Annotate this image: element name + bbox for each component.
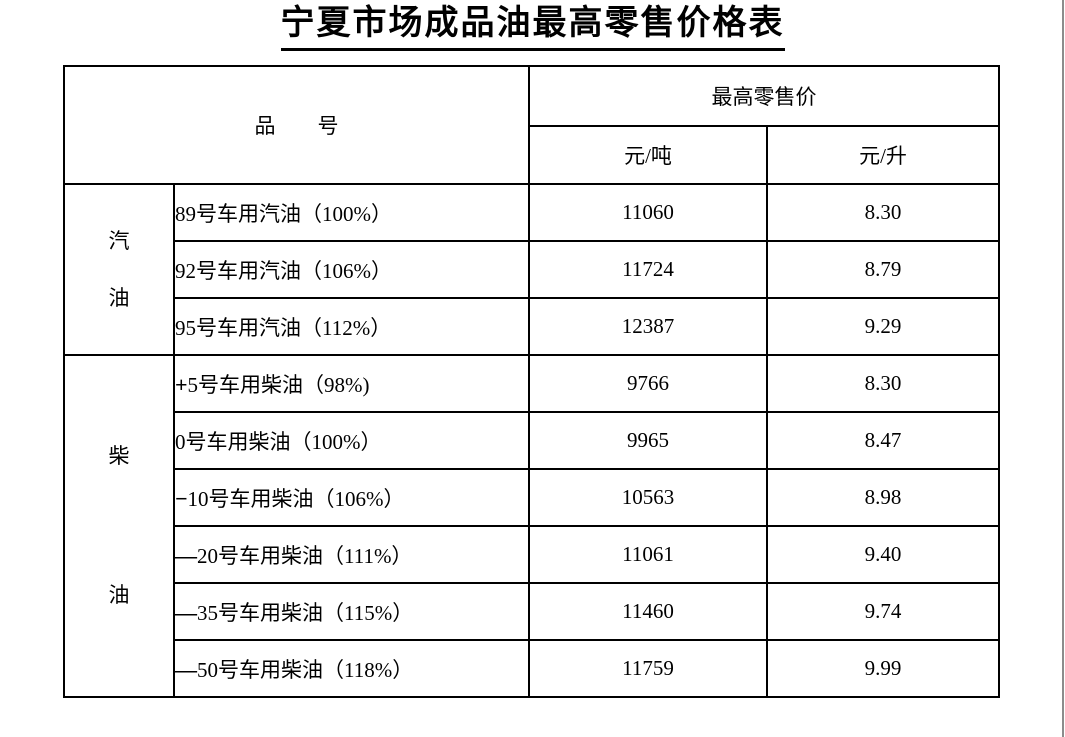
table-row: 汽 油 89号车用汽油（100%） 11060 8.30 [63, 183, 1000, 356]
product-cell: +5号车用柴油（98%) [173, 354, 530, 413]
price-per-liter-cell: 8.79 [766, 240, 1000, 299]
product-cell: —50号车用柴油（118%） [173, 639, 530, 698]
product-prefix: + [175, 371, 188, 397]
table-row: −10号车用柴油（106%） 10563 8.98 [64, 468, 1000, 527]
product-cell: —35号车用柴油（115%） [173, 582, 530, 641]
product-name: 95号车用汽油（112%） [175, 315, 392, 340]
product-name: 35号车用柴油（115%） [197, 600, 414, 625]
table-row: 0号车用柴油（100%） 9965 8.47 [64, 411, 1000, 470]
group-label-gasoline: 汽 油 [63, 183, 175, 356]
header-unit-yuan-per-ton: 元/吨 [528, 125, 768, 185]
table-row: 92号车用汽油（106%） 11724 8.79 [64, 240, 1000, 299]
table-row: —50号车用柴油（118%） 11759 9.99 [64, 639, 1000, 698]
product-cell: −10号车用柴油（106%） [173, 468, 530, 527]
product-cell: 0号车用柴油（100%） [173, 411, 530, 470]
price-per-ton-cell: 10563 [528, 468, 768, 527]
table-row: —20号车用柴油（111%） 11061 9.40 [64, 525, 1000, 584]
header-unit-yuan-per-liter: 元/升 [766, 125, 1000, 185]
price-per-ton-cell: 11061 [528, 525, 768, 584]
fuel-price-table: 品 号 最高零售价 元/吨 元/升 汽 油 89号车用汽油（100%） 1106… [63, 65, 1000, 698]
price-per-liter-cell: 8.47 [766, 411, 1000, 470]
product-cell: 95号车用汽油（112%） [173, 297, 530, 356]
page-title: 宁夏市场成品油最高零售价格表 [280, 4, 785, 51]
price-per-liter-cell: 8.98 [766, 468, 1000, 527]
price-per-liter-cell: 8.30 [766, 354, 1000, 413]
table-row: —35号车用柴油（115%） 11460 9.74 [64, 582, 1000, 641]
price-per-ton-cell: 11759 [528, 639, 768, 698]
product-prefix: — [175, 599, 197, 625]
product-name: 89号车用汽油（100%） [175, 201, 392, 226]
group-char-top: 汽 [108, 228, 130, 253]
price-per-ton-cell: 11460 [528, 582, 768, 641]
header-max-retail-price: 最高零售价 [528, 65, 1000, 127]
title-bar: 宁夏市场成品油最高零售价格表 [0, 4, 1065, 51]
table-row: 柴 油 +5号车用柴油（98%) 9766 8.30 [63, 354, 1000, 698]
group-char-bottom: 油 [108, 583, 130, 607]
table-row: 95号车用汽油（112%） 12387 9.29 [64, 297, 1000, 356]
price-per-ton-cell: 11060 [528, 183, 768, 242]
product-cell: 92号车用汽油（106%） [173, 240, 530, 299]
product-name: 92号车用汽油（106%） [175, 258, 392, 283]
price-per-liter-cell: 9.40 [766, 525, 1000, 584]
product-name: 50号车用柴油（118%） [197, 657, 414, 682]
price-per-ton-cell: 9766 [528, 354, 768, 413]
product-cell: —20号车用柴油（111%） [173, 525, 530, 584]
price-per-liter-cell: 9.29 [766, 297, 1000, 356]
product-prefix: — [175, 656, 197, 682]
price-per-ton-cell: 11724 [528, 240, 768, 299]
header-product-number: 品 号 [63, 65, 530, 185]
price-per-liter-cell: 9.74 [766, 582, 1000, 641]
product-name: 10号车用柴油（106%） [187, 486, 405, 511]
product-cell: 89号车用汽油（100%） [173, 183, 530, 242]
price-per-liter-cell: 8.30 [766, 183, 1000, 242]
window-edge-line [1062, 0, 1064, 737]
price-per-liter-cell: 9.99 [766, 639, 1000, 698]
product-prefix: — [175, 542, 197, 568]
price-per-ton-cell: 12387 [528, 297, 768, 356]
group-char-top: 柴 [108, 444, 130, 468]
group-char-bottom: 油 [108, 285, 130, 310]
product-name: 0号车用柴油（100%） [175, 429, 382, 454]
product-name: 5号车用柴油（98%) [187, 372, 370, 397]
group-label-diesel: 柴 油 [63, 354, 175, 698]
price-per-ton-cell: 9965 [528, 411, 768, 470]
product-name: 20号车用柴油（111%） [197, 543, 413, 568]
product-prefix: − [175, 485, 188, 511]
